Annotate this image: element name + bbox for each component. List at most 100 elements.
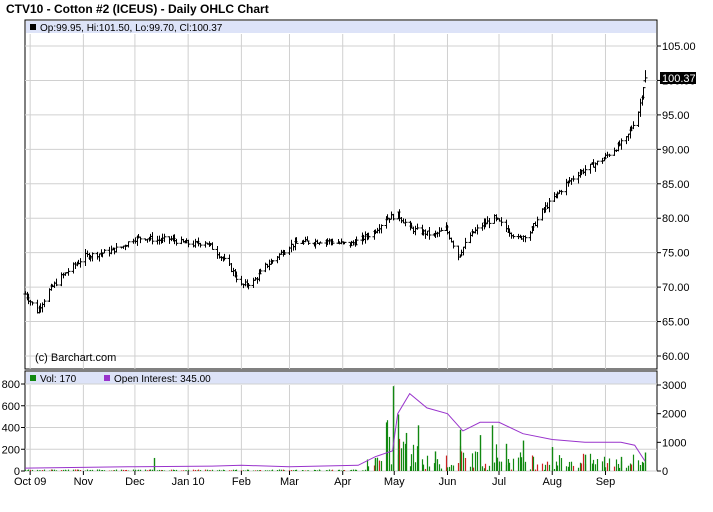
ohlc-bar <box>294 237 299 244</box>
x-tick-label: Dec <box>125 476 145 488</box>
price-tick-label: 90.00 <box>662 144 690 156</box>
ohlc-bar <box>138 236 143 244</box>
volume-legend-bar <box>26 372 656 384</box>
ohlc-bar <box>366 232 371 240</box>
oi-tick-label: 1000 <box>662 437 686 449</box>
ohlc-bar <box>114 243 119 253</box>
watermark: (c) Barchart.com <box>35 352 116 364</box>
price-tick-label: 105.00 <box>662 41 696 53</box>
volume-tick-label: 800 <box>2 379 20 391</box>
ohlc-bar <box>222 253 227 261</box>
ohlc-bar <box>90 252 95 262</box>
oi-tick-label: 2000 <box>662 409 686 421</box>
oi-legend: Open Interest: 345.00 <box>114 374 211 385</box>
volume-legend-swatch <box>30 375 36 381</box>
last-price-label: 100.37 <box>662 73 696 85</box>
ohlc-bar <box>330 238 335 246</box>
ohlc-bar <box>547 198 552 213</box>
ohlc-bar <box>619 138 624 150</box>
x-tick-label: Nov <box>74 476 94 488</box>
volume-bars <box>24 386 647 471</box>
ohlc-bar <box>246 282 251 290</box>
x-tick-label: Apr <box>334 476 351 488</box>
oi-legend-swatch <box>104 375 110 381</box>
price-tick-label: 95.00 <box>662 110 690 122</box>
ohlc-bar <box>487 217 492 229</box>
ohlc-bar <box>342 241 347 245</box>
ohlc-bar <box>451 240 456 249</box>
open-interest-line <box>24 392 646 469</box>
ohlc-bar <box>282 249 287 255</box>
ohlc-bar <box>391 213 396 221</box>
price-tick-label: 70.00 <box>662 282 690 294</box>
x-tick-label: Mar <box>280 476 299 488</box>
x-tick-label: Aug <box>542 476 562 488</box>
ohlc-bar <box>475 224 480 235</box>
price-tick-label: 80.00 <box>662 213 690 225</box>
ohlc-bar <box>174 238 179 246</box>
volume-tick-label: 200 <box>2 444 20 456</box>
x-tick-label: Sep <box>596 476 616 488</box>
price-tick-label: 85.00 <box>662 179 690 191</box>
ohlc-bar <box>66 268 71 276</box>
ohlc-bar <box>607 153 612 158</box>
x-tick-label: Jul <box>492 476 506 488</box>
price-panel <box>24 19 658 370</box>
x-tick-label: Jun <box>439 476 457 488</box>
x-axis-ticks: Oct 09 Nov Dec Jan 10 Feb Mar Apr May Jun Jul Aug S… <box>14 471 615 488</box>
ohlc-bar <box>78 258 83 268</box>
ohlc-bar <box>415 223 420 230</box>
price-tick-label: 75.00 <box>662 248 690 260</box>
ohlc-bar <box>499 217 504 227</box>
volume-grid <box>25 383 657 472</box>
x-tick-label: Jan 10 <box>172 476 205 488</box>
ohlc-bar <box>427 227 432 240</box>
ohlc-bar <box>559 189 564 195</box>
ohlc-bar <box>571 175 576 182</box>
ohlc-bar <box>258 268 263 275</box>
ohlc-bar <box>379 224 384 234</box>
chart-title: CTV10 - Cotton #2 (ICEUS) - Daily OHLC C… <box>6 2 269 16</box>
ohlc-bar <box>463 237 468 250</box>
ohlc-bar <box>102 249 107 254</box>
ohlc-bar <box>583 165 588 176</box>
volume-panel <box>24 370 658 472</box>
ohlc-bar <box>162 233 167 243</box>
ohlc-bar <box>306 240 311 245</box>
ohlc-bar <box>511 234 516 239</box>
ohlc-bar <box>595 160 600 166</box>
ohlc-bar <box>631 121 636 130</box>
ohlc-bar <box>186 239 191 248</box>
ohlc-bar <box>126 241 131 248</box>
oi-tick-label: 3000 <box>662 380 686 392</box>
ohlc-bar <box>354 236 359 246</box>
ohlc-bar <box>42 299 47 308</box>
volume-tick-label: 600 <box>2 401 20 413</box>
ohlc-bar <box>403 218 408 227</box>
price-grid <box>25 34 657 369</box>
ohlc-bar <box>439 227 444 232</box>
ohlc-bar <box>318 241 323 244</box>
ohlc-bar <box>30 301 35 306</box>
oi-tick-label: 0 <box>662 466 668 478</box>
price-y-ticks: 105.00100.0095.0090.0085.0080.0075.0070.… <box>657 41 696 363</box>
ohlc-bar <box>150 232 155 245</box>
price-legend-swatch <box>30 24 36 30</box>
ohlc-bar <box>234 271 239 283</box>
price-bars <box>23 70 648 314</box>
price-legend-bar <box>26 21 656 33</box>
ohlc-bar <box>210 242 215 250</box>
ohlc-bar <box>198 242 203 248</box>
x-tick-label: May <box>384 476 405 488</box>
volume-legend: Vol: 170 <box>40 374 77 385</box>
x-tick-label: Feb <box>232 476 251 488</box>
ohlc-bar <box>641 86 646 100</box>
last-price-box <box>660 72 696 84</box>
ohlc-bar <box>535 216 540 228</box>
price-tick-label: 65.00 <box>662 317 690 329</box>
ohlc-bar <box>523 235 528 243</box>
ohlc-bar <box>270 259 275 264</box>
price-tick-label: 60.00 <box>662 351 690 363</box>
